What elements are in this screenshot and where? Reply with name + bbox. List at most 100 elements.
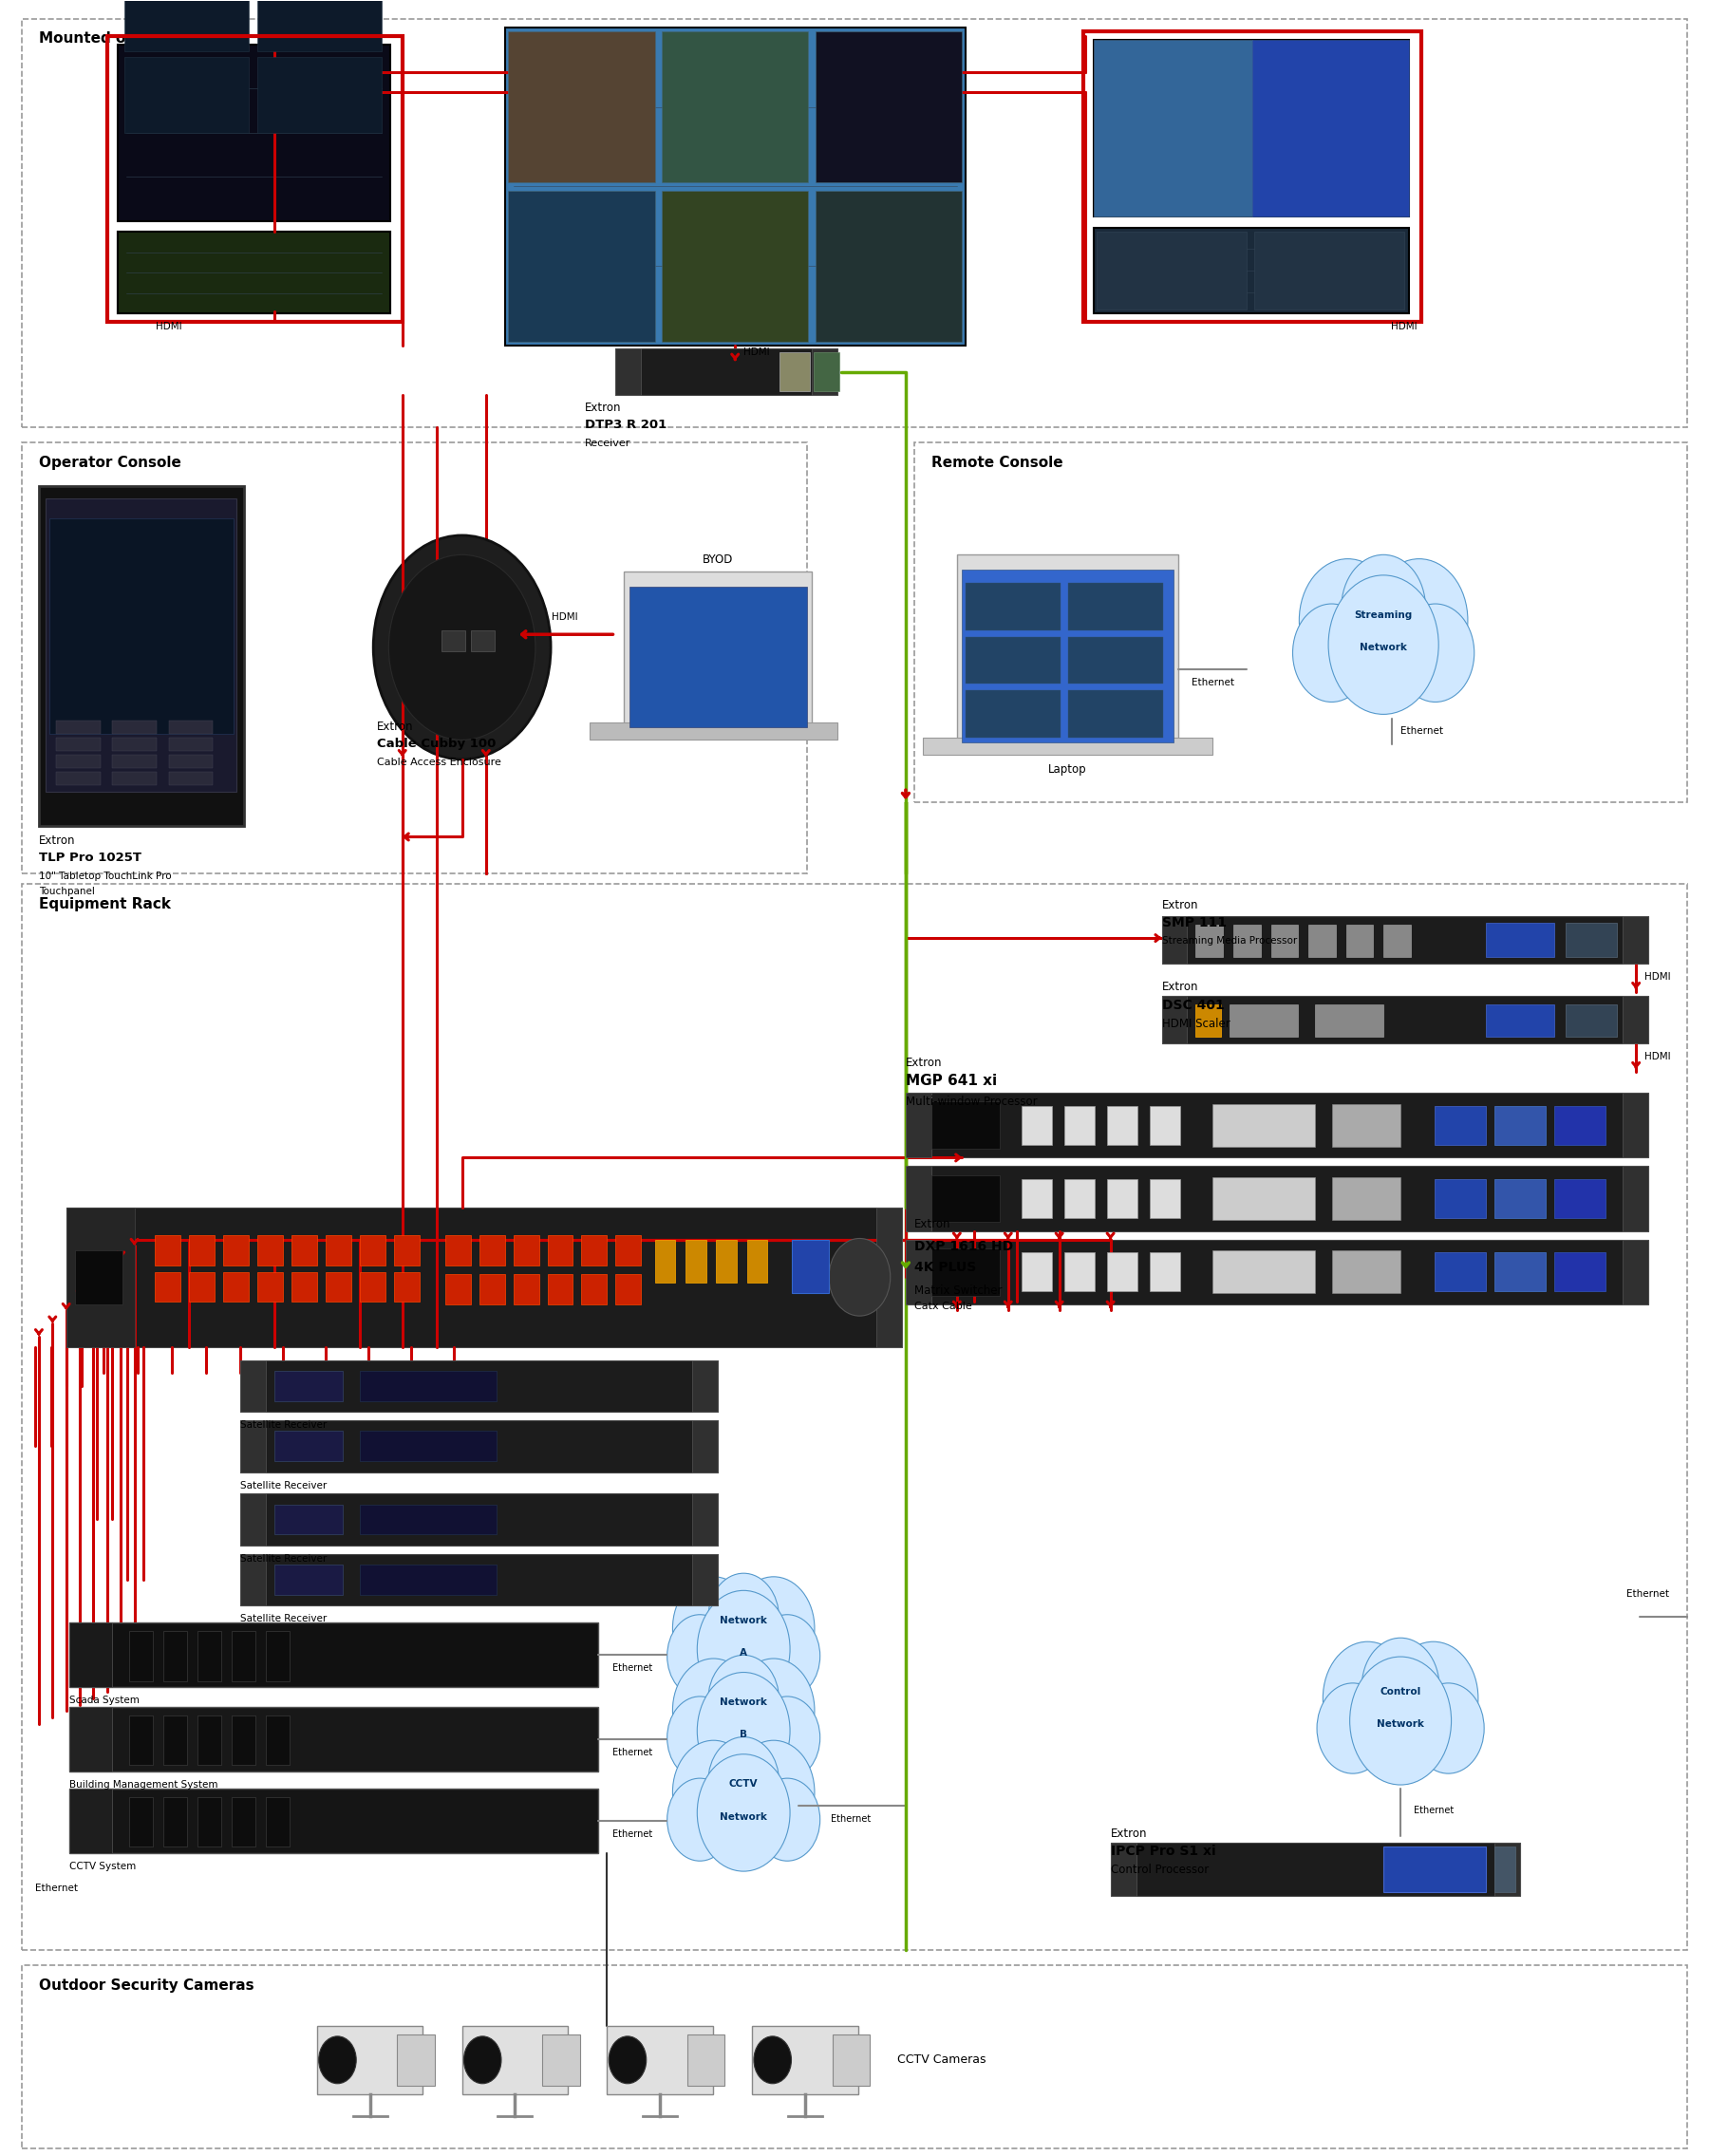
Bar — [1107, 1106, 1138, 1145]
Circle shape — [1328, 576, 1439, 714]
Bar — [113, 737, 157, 750]
Text: Outdoor Security Cameras: Outdoor Security Cameras — [39, 1977, 255, 1992]
Bar — [275, 1565, 342, 1595]
Bar — [70, 1789, 113, 1854]
Bar — [1494, 1179, 1545, 1218]
Bar — [590, 722, 837, 740]
Bar — [359, 1371, 496, 1401]
Text: Extron: Extron — [906, 1056, 942, 1069]
Circle shape — [1350, 1656, 1451, 1785]
Circle shape — [1362, 1639, 1439, 1736]
Bar — [130, 1632, 154, 1682]
Text: Equipment Rack: Equipment Rack — [39, 897, 171, 912]
Bar — [1565, 923, 1617, 957]
Bar — [444, 1274, 470, 1304]
Text: Laptop: Laptop — [1049, 763, 1087, 776]
Bar — [232, 1716, 256, 1766]
Text: Extron: Extron — [1111, 1828, 1147, 1839]
Bar — [931, 1248, 1000, 1296]
Bar — [692, 1360, 718, 1412]
Bar — [1384, 925, 1410, 957]
Bar — [1150, 1179, 1181, 1218]
Circle shape — [463, 2035, 501, 2083]
Bar — [906, 1093, 931, 1158]
Bar — [198, 1716, 222, 1766]
Text: Touchpanel: Touchpanel — [39, 886, 94, 897]
Bar — [957, 554, 1179, 748]
Bar — [113, 772, 157, 785]
Circle shape — [673, 1576, 754, 1680]
Bar — [966, 690, 1061, 737]
Bar — [275, 1505, 342, 1535]
Bar — [267, 1632, 291, 1682]
Bar — [779, 351, 810, 390]
Text: Streaming: Streaming — [1355, 610, 1413, 619]
Bar — [906, 1166, 1647, 1231]
Circle shape — [697, 1673, 790, 1789]
Bar — [1347, 925, 1374, 957]
Bar — [169, 737, 214, 750]
Text: Network: Network — [719, 1615, 767, 1626]
Bar — [1107, 1253, 1138, 1291]
Bar — [1065, 1179, 1095, 1218]
Bar — [615, 1274, 641, 1304]
Circle shape — [1323, 1641, 1412, 1755]
Bar — [1213, 1177, 1316, 1220]
Circle shape — [1299, 558, 1396, 681]
Bar — [1107, 1179, 1138, 1218]
Text: Ethernet: Ethernet — [831, 1815, 872, 1824]
Bar — [258, 58, 381, 134]
Bar — [1022, 1179, 1053, 1218]
Bar — [1065, 1253, 1095, 1291]
Bar — [513, 1235, 538, 1266]
Bar — [393, 1235, 419, 1266]
Circle shape — [1371, 558, 1468, 681]
Bar — [1230, 1005, 1299, 1037]
Bar — [118, 45, 390, 220]
Bar — [232, 1798, 256, 1848]
Bar — [813, 351, 839, 390]
Bar — [241, 1360, 267, 1412]
Bar — [931, 1102, 1000, 1149]
Bar — [1622, 1166, 1647, 1231]
Bar — [1333, 1104, 1401, 1147]
Bar — [56, 720, 101, 733]
Bar — [914, 442, 1687, 802]
Bar — [67, 1207, 92, 1348]
Bar — [906, 1166, 931, 1231]
Text: Ethernet: Ethernet — [1401, 727, 1444, 735]
Bar — [1150, 1106, 1181, 1145]
Text: Satellite Receiver: Satellite Receiver — [241, 1554, 326, 1563]
Text: Streaming Media Processor: Streaming Media Processor — [1162, 936, 1297, 944]
Bar — [504, 28, 966, 345]
Bar — [1494, 1848, 1514, 1893]
Circle shape — [697, 1755, 790, 1871]
Bar — [906, 1240, 1647, 1304]
Text: Extron: Extron — [914, 1218, 950, 1231]
Bar — [130, 1716, 154, 1766]
Bar — [190, 1235, 215, 1266]
Bar — [1622, 1240, 1647, 1304]
Bar — [687, 2033, 725, 2085]
Bar — [241, 1494, 267, 1546]
Bar — [267, 1716, 291, 1766]
Bar — [22, 884, 1687, 1951]
Bar — [1494, 1106, 1545, 1145]
Bar — [70, 1708, 598, 1772]
Bar — [190, 1272, 215, 1302]
Bar — [1162, 996, 1188, 1044]
Bar — [67, 1207, 902, 1348]
Bar — [39, 485, 244, 826]
Bar — [655, 1240, 675, 1283]
Circle shape — [708, 1738, 779, 1826]
Bar — [113, 755, 157, 768]
Bar — [70, 1623, 113, 1688]
Bar — [508, 192, 655, 341]
Bar — [615, 1235, 641, 1266]
Bar — [359, 1565, 496, 1595]
Text: HDMI: HDMI — [1644, 1052, 1671, 1061]
Bar — [1333, 1177, 1401, 1220]
Text: HDMI: HDMI — [156, 321, 181, 332]
Bar — [444, 1235, 470, 1266]
Bar — [164, 1632, 188, 1682]
